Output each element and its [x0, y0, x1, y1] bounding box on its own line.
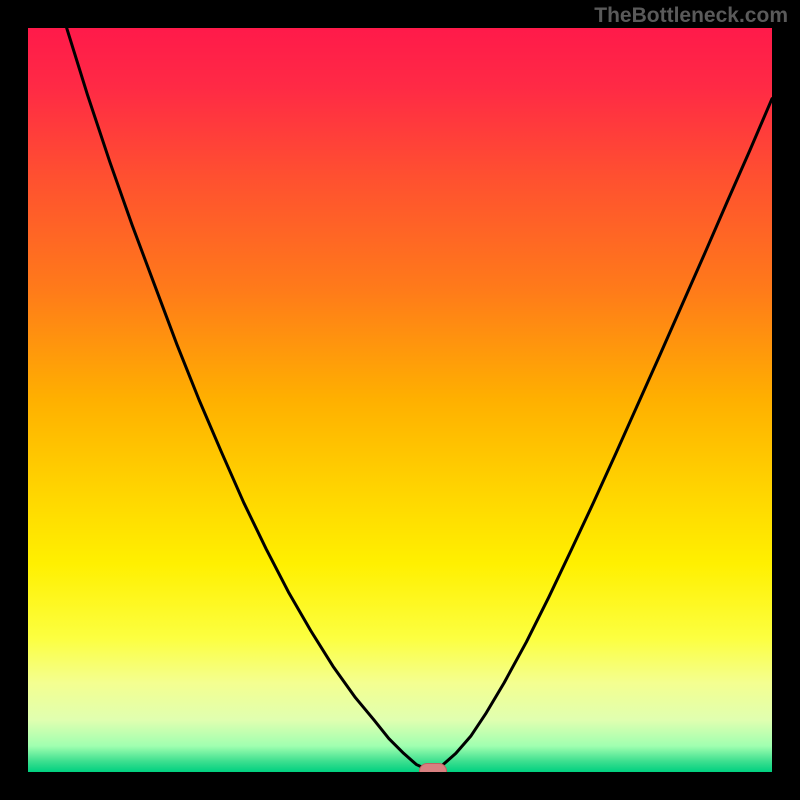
watermark-text: TheBottleneck.com — [594, 4, 788, 28]
chart-plot-area — [28, 28, 772, 772]
chart-minimum-marker — [419, 763, 447, 773]
chart-curve — [28, 28, 772, 772]
